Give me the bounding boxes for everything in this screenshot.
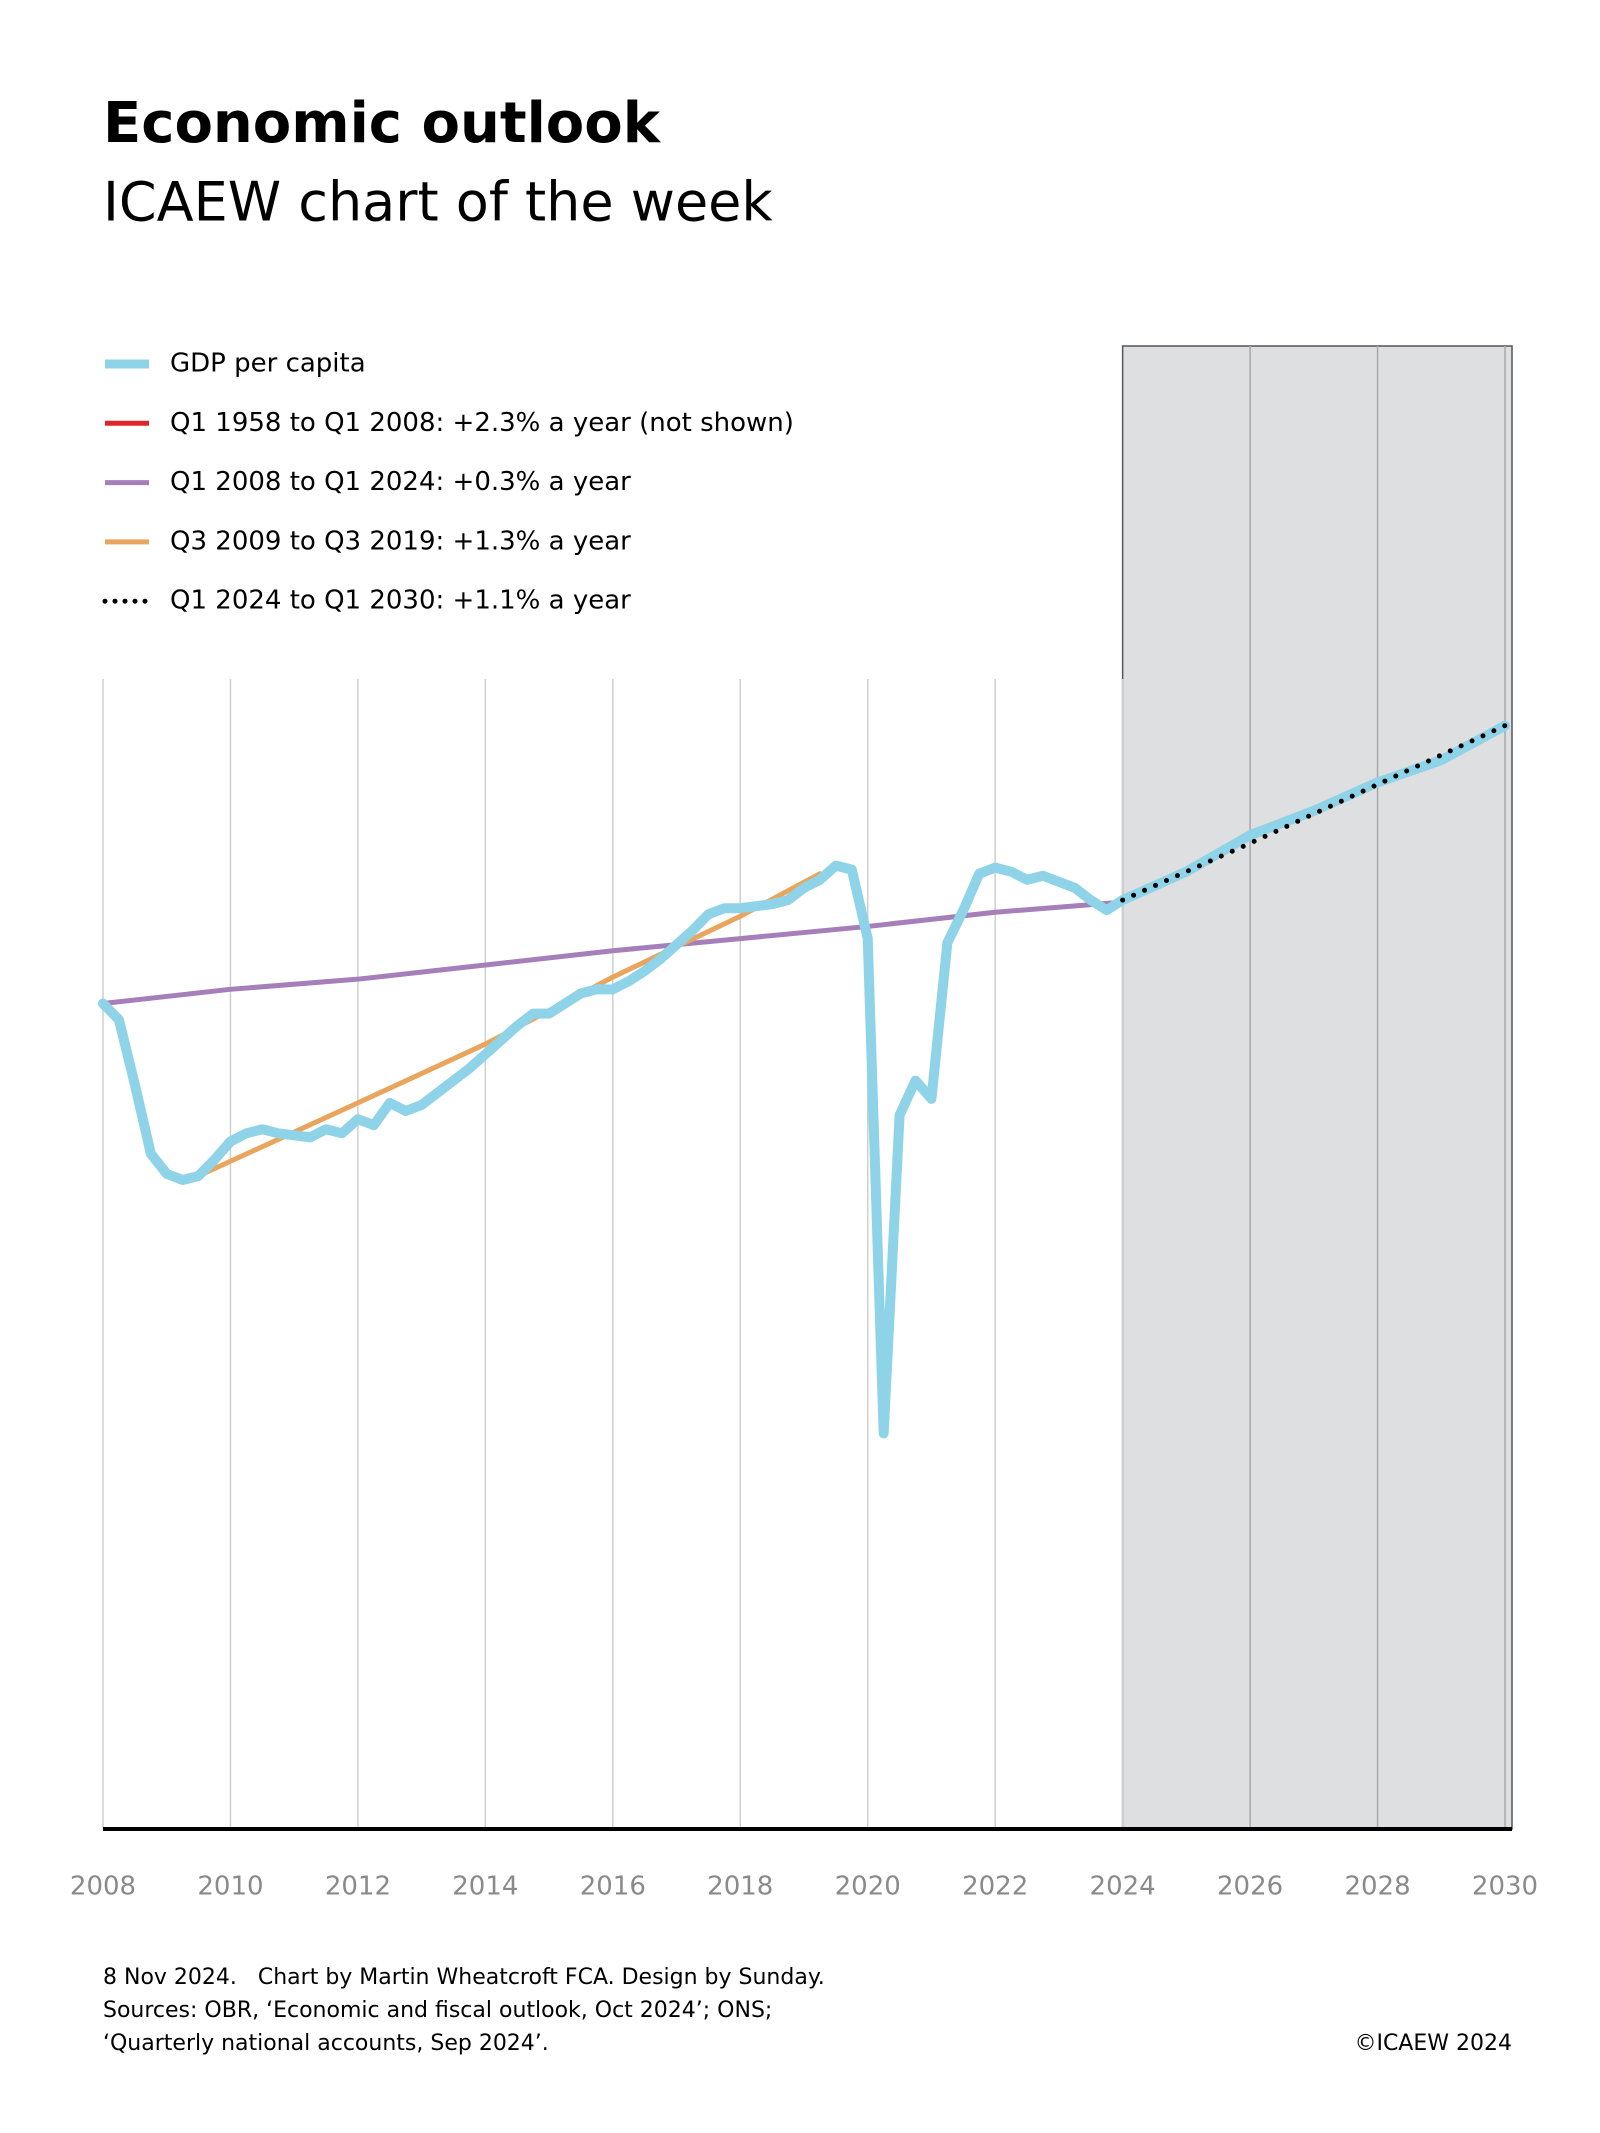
chart-title: Economic outlook [103, 91, 662, 156]
x-tick-label: 2016 [580, 1872, 646, 1902]
legend-label: GDP per capita [170, 349, 366, 379]
legend-label: Q1 1958 to Q1 2008: +2.3% a year (not sh… [170, 408, 794, 438]
x-tick-label: 2020 [835, 1872, 901, 1902]
caption: 8 Nov 2024. Chart by Martin Wheatcroft F… [103, 1965, 825, 1990]
x-tick-label: 2018 [707, 1872, 773, 1902]
legend-label: Q1 2008 to Q1 2024: +0.3% a year [170, 467, 631, 497]
x-tick-label: 2028 [1344, 1872, 1410, 1902]
x-tick-label: 2014 [452, 1872, 518, 1902]
legend-label: Q3 2009 to Q3 2019: +1.3% a year [170, 526, 631, 556]
series-line [1120, 723, 1508, 903]
x-tick-label: 2010 [197, 1872, 263, 1902]
copyright: ©ICAEW 2024 [1354, 2031, 1512, 2056]
x-tick-label: 2030 [1472, 1872, 1538, 1902]
caption: ‘Quarterly national accounts, Sep 2024’. [103, 2031, 549, 2056]
series-line [100, 899, 1126, 1007]
caption: Sources: OBR, ‘Economic and fiscal outlo… [103, 1998, 772, 2023]
chart-subtitle: ICAEW chart of the week [103, 171, 773, 234]
x-tick-label: 2024 [1090, 1872, 1156, 1902]
x-tick-label: 2026 [1217, 1872, 1283, 1902]
x-tick-label: 2022 [962, 1872, 1028, 1902]
x-tick-label: 2008 [70, 1872, 136, 1902]
legend-label: Q1 2024 to Q1 2030: +1.1% a year [170, 586, 631, 616]
series-line [98, 720, 1510, 1439]
x-tick-label: 2012 [325, 1872, 391, 1902]
forecast-shade [1121, 345, 1513, 1830]
